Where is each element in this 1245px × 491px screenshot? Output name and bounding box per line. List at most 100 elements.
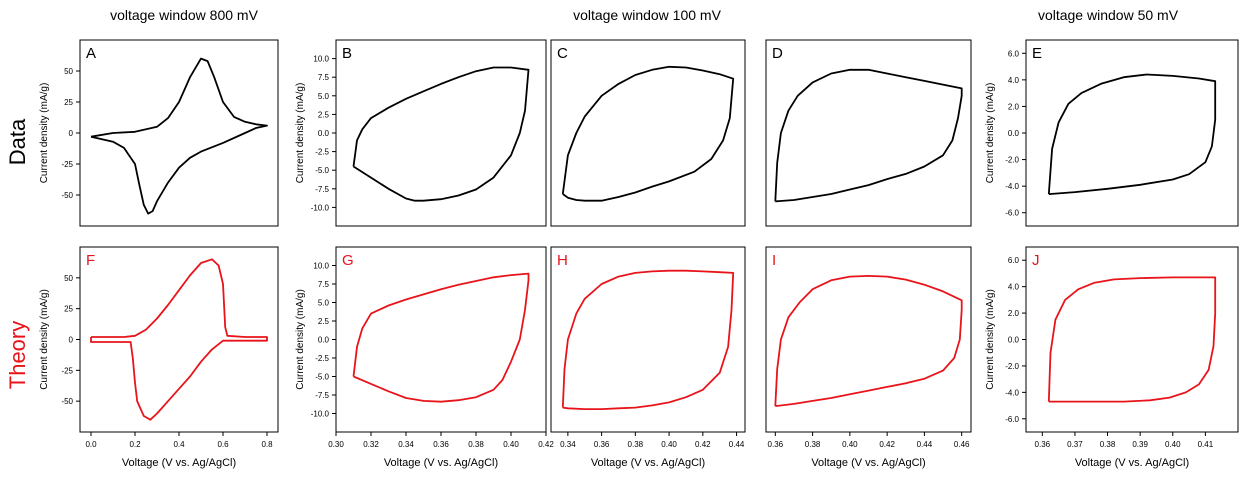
cv-curve: [90, 57, 268, 215]
x-axis-label: Voltage (V vs. Ag/AgCl): [122, 457, 236, 469]
plot-frame: [765, 39, 972, 227]
x-tick-label: 0.39: [1132, 440, 1148, 449]
x-tick-label: 0.36: [433, 440, 449, 449]
x-tick-label: 0.0: [85, 440, 97, 449]
x-tick-label: 0.42: [879, 440, 895, 449]
y-tick-label: 0: [69, 336, 74, 345]
y-tick-label: 5.0: [318, 299, 330, 308]
y-tick-label: -25: [61, 160, 73, 169]
cv-curve: [1047, 276, 1217, 403]
x-tick-label: 0.44: [917, 440, 933, 449]
y-tick-label: -7.5: [315, 391, 329, 400]
panel-j: J 6.0 4.0 2.0 0.0 -2.0 -4.0 -6.0 0.36 0.37 0.38 0.3…: [985, 246, 1239, 469]
panel-e: E 6.0 4.0 2.0 0.0 -2.0 -4.0 -6.0 Current density…: [985, 39, 1239, 227]
y-tick-label: -25: [61, 366, 73, 375]
cv-curve: [352, 66, 530, 202]
x-tick-label: 0.4: [173, 440, 185, 449]
panel-h: H 0.34 0.36 0.38 0.40 0.42 0.44 Voltage (V vs. …: [550, 246, 746, 469]
y-tick-label: 2.0: [1008, 102, 1020, 111]
y-tick-label: 0.0: [1008, 129, 1020, 138]
y-tick-label: -2.5: [315, 354, 329, 363]
y-tick-label: 50: [64, 67, 73, 76]
header-window-100: voltage window 100 mV: [573, 7, 722, 23]
panels: A 50 25 0 -25 -50 Current density (mA/g) B 10.0 7…: [39, 39, 1239, 469]
x-tick-label: 0.38: [468, 440, 484, 449]
x-tick-label: 0.46: [954, 440, 970, 449]
plot-frame: [550, 246, 746, 433]
x-tick-label: 0.6: [217, 440, 229, 449]
panel-letter: J: [1032, 252, 1040, 269]
y-tick-label: 6.0: [1008, 256, 1020, 265]
panel-letter: G: [342, 252, 354, 269]
y-tick-label: -2.5: [315, 148, 329, 157]
y-axis-label: Current density (mA/g): [985, 289, 996, 390]
y-tick-label: -2.0: [1005, 362, 1019, 371]
y-tick-label: 50: [64, 274, 73, 283]
y-tick-label: -50: [61, 397, 73, 406]
x-tick-label: 0.38: [628, 440, 644, 449]
y-tick-label: 25: [64, 98, 73, 107]
cv-curve: [774, 68, 963, 203]
panel-b: B 10.0 7.5 5.0 2.5 0.0 -2.5 -5.0 -7.5 -10.0 Curren…: [295, 39, 547, 227]
y-tick-label: 7.5: [318, 73, 330, 82]
row-label-data: Data: [5, 118, 30, 165]
cv-curve: [561, 65, 735, 202]
x-tick-label: 0.42: [538, 440, 554, 449]
header-window-800: voltage window 800 mV: [110, 7, 259, 23]
panel-letter: C: [557, 45, 568, 62]
x-tick-label: 0.30: [328, 440, 344, 449]
panel-g: G 10.0 7.5 5.0 2.5 0.0 -2.5 -5.0 -7.5 -10.0 0.30 0.…: [295, 246, 554, 469]
panel-c: C: [550, 39, 746, 227]
y-tick-label: -6.0: [1005, 415, 1019, 424]
y-axis-label: Current density (mA/g): [985, 83, 996, 184]
y-axis-label: Current density (mA/g): [39, 83, 50, 184]
y-tick-label: -6.0: [1005, 209, 1019, 218]
x-tick-label: 0.40: [503, 440, 519, 449]
x-axis-label: Voltage (V vs. Ag/AgCl): [1075, 457, 1189, 469]
panel-letter: A: [86, 45, 96, 62]
x-tick-label: 0.36: [594, 440, 610, 449]
plot-frame: [1025, 246, 1239, 433]
x-tick-label: 0.38: [1100, 440, 1116, 449]
y-tick-label: 4.0: [1008, 283, 1020, 292]
x-axis-label: Voltage (V vs. Ag/AgCl): [591, 457, 705, 469]
panel-i: I 0.36 0.38 0.40 0.42 0.44 0.46 Voltage (V vs. …: [765, 246, 972, 469]
x-tick-label: 0.40: [1165, 440, 1181, 449]
y-tick-label: 2.0: [1008, 309, 1020, 318]
y-tick-label: 25: [64, 305, 73, 314]
y-tick-label: -10.0: [311, 410, 330, 419]
cv-curve: [1047, 73, 1217, 195]
y-tick-label: 5.0: [318, 92, 330, 101]
x-tick-label: 0.41: [1198, 440, 1214, 449]
header-window-50: voltage window 50 mV: [1038, 7, 1179, 23]
x-axis-label: Voltage (V vs. Ag/AgCl): [811, 457, 925, 469]
cv-curve: [561, 269, 735, 411]
panel-letter: E: [1032, 45, 1042, 62]
cv-curve: [774, 274, 963, 407]
cv-curve: [352, 272, 530, 403]
panel-f: F 50 25 0 -25 -50 0.0 0.2 0.4 0.6 0.8 Current densi…: [39, 246, 279, 469]
plot-frame: [765, 246, 972, 433]
x-tick-label: 0.37: [1067, 440, 1083, 449]
y-tick-label: 0.0: [1008, 336, 1020, 345]
panel-letter: H: [557, 252, 568, 269]
y-tick-label: -5.0: [315, 166, 329, 175]
y-tick-label: 2.5: [318, 317, 330, 326]
plot-frame: [79, 246, 279, 433]
y-tick-label: 6.0: [1008, 49, 1020, 58]
y-tick-label: -50: [61, 191, 73, 200]
y-tick-label: -2.0: [1005, 156, 1019, 165]
panel-letter: D: [772, 45, 783, 62]
y-tick-label: 4.0: [1008, 76, 1020, 85]
panel-letter: B: [342, 45, 352, 62]
x-tick-label: 0.8: [261, 440, 273, 449]
y-axis-label: Current density (mA/g): [39, 289, 50, 390]
y-tick-label: 2.5: [318, 110, 330, 119]
panel-d: D: [765, 39, 972, 227]
y-tick-label: 10.0: [313, 55, 329, 64]
y-tick-label: 10.0: [313, 262, 329, 271]
y-tick-label: -4.0: [1005, 182, 1019, 191]
y-tick-label: 0.0: [318, 129, 330, 138]
x-tick-label: 0.40: [842, 440, 858, 449]
